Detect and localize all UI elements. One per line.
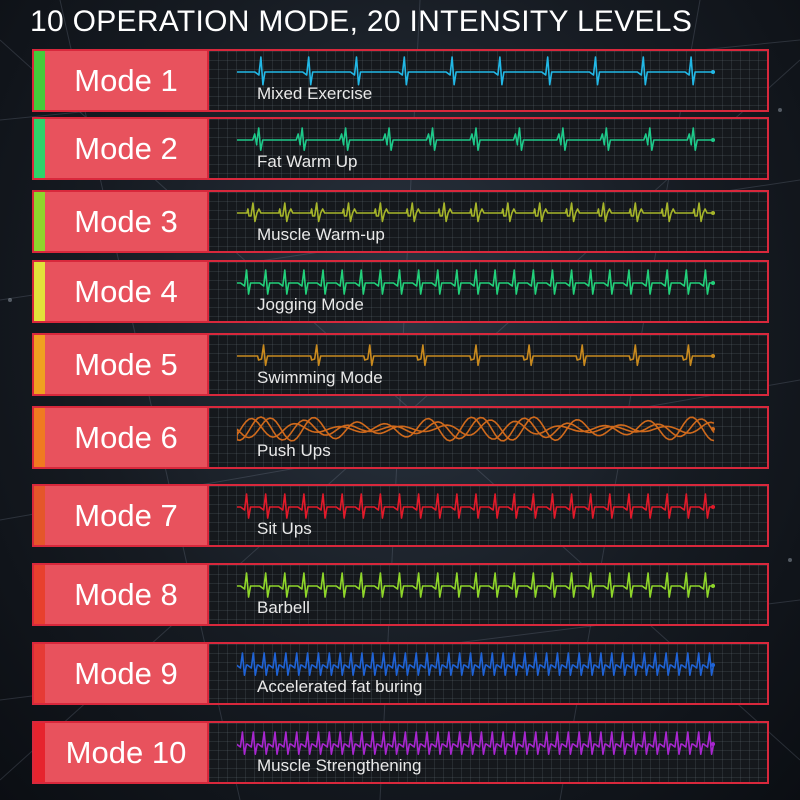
mode-label: Mode 2 <box>45 119 209 178</box>
mode-label: Mode 1 <box>45 51 209 110</box>
mode-row: Mode 7 Sit Ups <box>32 484 769 547</box>
mode-accent-bar <box>34 408 45 467</box>
mode-label: Mode 10 <box>45 723 209 782</box>
dense-heartbeat-icon <box>237 572 715 598</box>
waveform-panel: Swimming Mode <box>209 335 767 394</box>
mode-accent-bar <box>34 723 45 782</box>
waveform-line <box>237 493 715 519</box>
waveform-end-dot <box>711 281 715 285</box>
waveform-end-dot <box>711 427 715 431</box>
waveform-panel: Muscle Strengthening <box>209 723 767 782</box>
waveform-line <box>237 344 715 367</box>
waveform-end-dot <box>711 211 715 215</box>
mode-row: Mode 3 Muscle Warm-up <box>32 190 769 253</box>
headline: 10 OPERATION MODE, 20 INTENSITY LEVELS <box>30 5 693 38</box>
waveform-panel: Accelerated fat buring <box>209 644 767 703</box>
mode-row: Mode 1 Mixed Exercise <box>32 49 769 112</box>
waveform-end-dot <box>711 584 715 588</box>
mode-description: Accelerated fat buring <box>257 677 423 696</box>
waveform-panel: Barbell <box>209 565 767 624</box>
waveform-end-dot <box>711 663 715 667</box>
mode-description: Muscle Strengthening <box>257 756 422 775</box>
waveform-line <box>237 572 715 598</box>
mode-label: Mode 8 <box>45 565 209 624</box>
mode-accent-bar <box>34 192 45 251</box>
very-dense-heartbeat-icon <box>237 652 715 676</box>
mode-description: Barbell <box>257 598 310 617</box>
mode-accent-bar <box>34 486 45 545</box>
mode-accent-bar <box>34 262 45 321</box>
very-dense-heartbeat-icon <box>237 731 715 755</box>
waveform-end-dot <box>711 354 715 358</box>
mode-row: Mode 5 Swimming Mode <box>32 333 769 396</box>
mode-row: Mode 9 Accelerated fat buring <box>32 642 769 705</box>
mode-accent-bar <box>34 119 45 178</box>
double-spike-heartbeat-icon <box>237 127 715 151</box>
waveform-end-dot <box>711 505 715 509</box>
mode-row: Mode 8 Barbell <box>32 563 769 626</box>
mode-description: Sit Ups <box>257 519 312 538</box>
sparse-heartbeat-icon <box>237 344 715 367</box>
mode-label: Mode 6 <box>45 408 209 467</box>
mode-description: Muscle Warm-up <box>257 225 385 244</box>
mode-description: Push Ups <box>257 441 331 460</box>
waveform-line <box>237 127 715 151</box>
waveform-line <box>237 56 715 86</box>
dense-heartbeat-icon <box>237 493 715 519</box>
mode-row: Mode 4 Jogging Mode <box>32 260 769 323</box>
mode-description: Mixed Exercise <box>257 84 373 103</box>
mode-accent-bar <box>34 51 45 110</box>
waveform-line <box>237 652 715 676</box>
waveform-end-dot <box>711 742 715 746</box>
mode-label: Mode 4 <box>45 262 209 321</box>
sine-bundle-wave-icon <box>237 416 715 442</box>
mode-label: Mode 7 <box>45 486 209 545</box>
waveform-end-dot <box>711 70 715 74</box>
complex-heartbeat-icon <box>237 202 715 223</box>
mode-description: Swimming Mode <box>257 368 383 387</box>
waveform-panel: Push Ups <box>209 408 767 467</box>
mode-description: Fat Warm Up <box>257 152 358 171</box>
waveform-panel: Jogging Mode <box>209 262 767 321</box>
waveform-line <box>237 731 715 755</box>
waveform-panel: Fat Warm Up <box>209 119 767 178</box>
mode-label: Mode 5 <box>45 335 209 394</box>
waveform-end-dot <box>711 138 715 142</box>
waveform-line <box>237 202 715 223</box>
mode-label: Mode 9 <box>45 644 209 703</box>
waveform-panel: Mixed Exercise <box>209 51 767 110</box>
waveform-panel: Sit Ups <box>209 486 767 545</box>
waveform-line <box>237 269 715 295</box>
mode-label: Mode 3 <box>45 192 209 251</box>
single-spike-heartbeat-icon <box>237 56 715 86</box>
mode-row: Mode 10 Muscle Strengthening <box>32 721 769 784</box>
waveform-panel: Muscle Warm-up <box>209 192 767 251</box>
mode-description: Jogging Mode <box>257 295 364 314</box>
dense-heartbeat-icon <box>237 269 715 295</box>
waveform-line <box>237 416 715 442</box>
mode-row: Mode 2 Fat Warm Up <box>32 117 769 180</box>
mode-accent-bar <box>34 644 45 703</box>
mode-accent-bar <box>34 565 45 624</box>
mode-accent-bar <box>34 335 45 394</box>
mode-row: Mode 6 Push Ups <box>32 406 769 469</box>
